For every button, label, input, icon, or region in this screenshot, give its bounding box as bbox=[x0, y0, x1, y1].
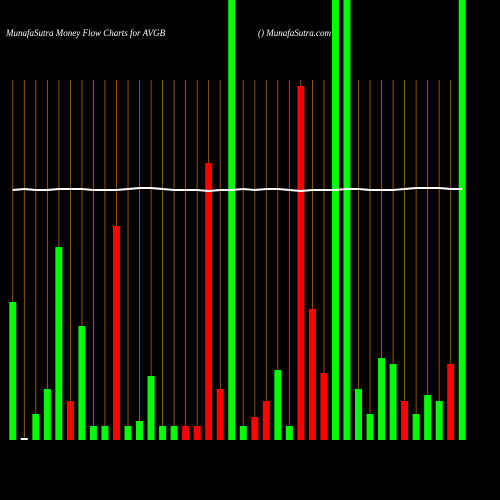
bar bbox=[112, 226, 120, 440]
chart-title: MunafaSutra Money Flow Charts for AVGB bbox=[5, 28, 166, 38]
bar bbox=[343, 0, 351, 440]
bar bbox=[355, 389, 363, 440]
bar bbox=[20, 438, 28, 440]
bar bbox=[274, 370, 282, 440]
bar bbox=[89, 426, 97, 440]
bar bbox=[216, 389, 224, 440]
bar bbox=[43, 389, 51, 440]
bar bbox=[136, 421, 144, 440]
bar bbox=[297, 86, 305, 440]
bar bbox=[9, 302, 17, 440]
bar bbox=[55, 247, 63, 440]
chart-subtitle: () MunafaSutra.com bbox=[258, 28, 331, 38]
money-flow-line bbox=[12, 187, 463, 193]
bar bbox=[378, 358, 386, 440]
bar bbox=[447, 364, 455, 440]
bar bbox=[458, 0, 466, 440]
bar bbox=[389, 364, 397, 440]
bar bbox=[308, 309, 316, 440]
bar bbox=[251, 417, 259, 440]
bar bbox=[424, 395, 432, 440]
bar bbox=[159, 426, 167, 440]
bar bbox=[193, 426, 201, 440]
bar bbox=[170, 426, 178, 440]
bar bbox=[320, 373, 328, 440]
bar bbox=[401, 401, 409, 440]
bar bbox=[412, 414, 420, 440]
bar bbox=[205, 163, 213, 440]
bar bbox=[331, 0, 339, 440]
bar bbox=[101, 426, 109, 440]
bar bbox=[66, 401, 74, 440]
bar bbox=[366, 414, 374, 440]
bar bbox=[182, 426, 190, 440]
bar bbox=[435, 401, 443, 440]
bar bbox=[262, 401, 270, 440]
bar bbox=[147, 376, 155, 440]
bar bbox=[124, 426, 132, 440]
bar bbox=[228, 0, 236, 440]
bar bbox=[32, 414, 40, 440]
bar bbox=[239, 426, 247, 440]
bar bbox=[285, 426, 293, 440]
bar bbox=[78, 326, 86, 440]
